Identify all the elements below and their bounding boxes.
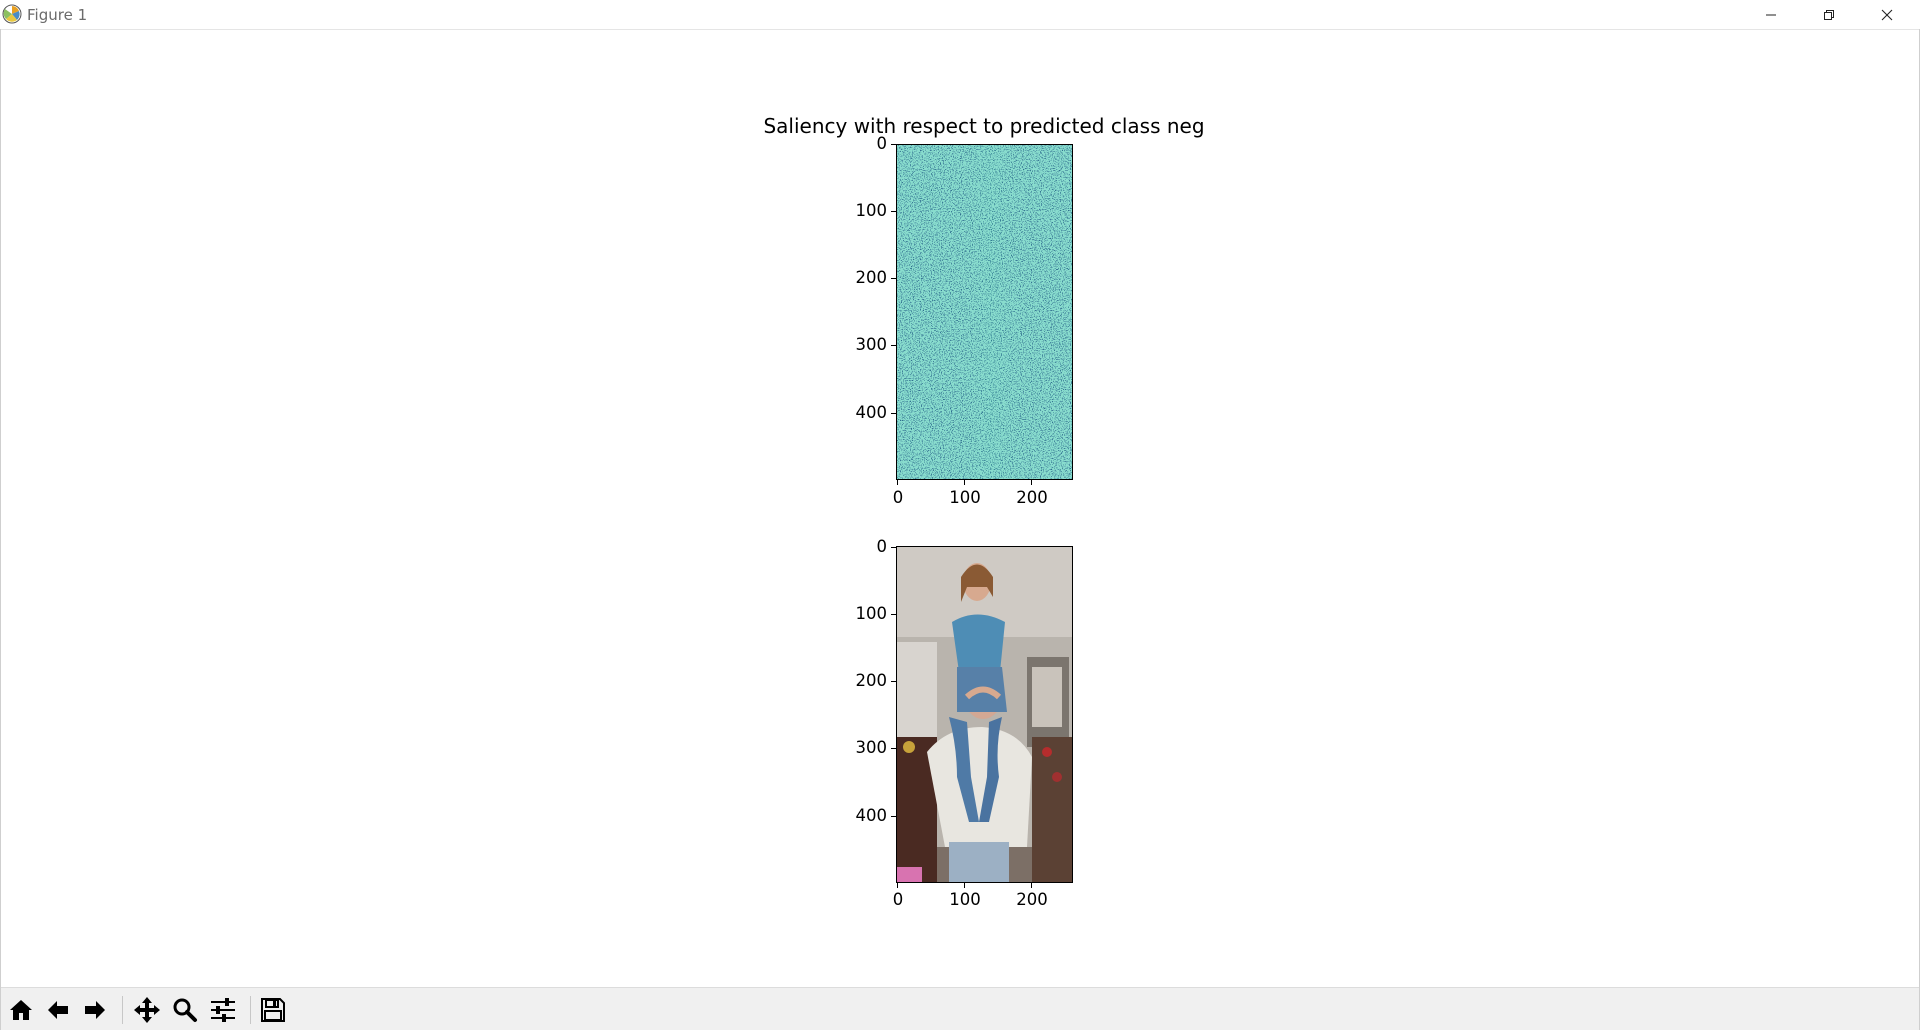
saliency-speckle	[897, 145, 1072, 479]
x-tick	[1031, 883, 1032, 888]
close-button[interactable]	[1858, 0, 1915, 29]
restore-icon	[1823, 9, 1834, 20]
input-photo-image	[897, 547, 1072, 882]
matplotlib-app-icon	[2, 4, 22, 24]
photo-woman-hands	[964, 686, 1002, 700]
y-tick	[891, 547, 896, 548]
photo-woman-hair	[961, 564, 993, 602]
y-tick-label: 100	[855, 201, 888, 220]
toolbar-separator	[122, 996, 123, 1024]
save-icon	[261, 998, 285, 1022]
x-tick	[964, 883, 965, 888]
configure-subplots-icon	[211, 998, 235, 1022]
y-tick	[891, 413, 896, 414]
home-button[interactable]	[5, 994, 37, 1026]
figure-title: Saliency with respect to predicted class…	[763, 114, 1205, 138]
x-tick	[1031, 480, 1032, 485]
photo-woman-top	[952, 614, 1005, 672]
photo-cabinet-shelves	[1032, 667, 1062, 727]
save-button[interactable]	[257, 994, 289, 1026]
input-photo-axes[interactable]	[896, 546, 1073, 883]
x-tick	[897, 480, 898, 485]
y-tick	[891, 816, 896, 817]
window-titlebar: Figure 1	[0, 0, 1920, 30]
y-tick-label: 300	[855, 738, 888, 757]
y-tick	[891, 614, 896, 615]
photo-man-jeans	[949, 842, 1009, 882]
y-tick	[891, 748, 896, 749]
y-tick-label: 400	[855, 806, 888, 825]
photo-woman-leg-left	[949, 717, 979, 822]
x-tick	[897, 883, 898, 888]
zoom-button[interactable]	[169, 994, 201, 1026]
pan-button[interactable]	[131, 994, 163, 1026]
x-tick-label: 0	[892, 488, 904, 507]
zoom-icon	[173, 998, 197, 1022]
toolbar-separator	[250, 996, 251, 1024]
pan-icon	[134, 997, 160, 1023]
home-icon	[10, 1000, 32, 1020]
window-border-left	[0, 29, 1, 1030]
photo-toy-4	[897, 867, 922, 882]
x-tick-label: 0	[892, 890, 904, 909]
y-tick	[891, 681, 896, 682]
x-tick-label: 200	[1016, 488, 1048, 507]
close-icon	[1881, 9, 1892, 20]
y-tick-label: 200	[855, 268, 888, 287]
y-tick-label: 200	[855, 671, 888, 690]
navigation-toolbar	[1, 987, 1919, 1030]
x-tick-label: 100	[949, 488, 981, 507]
restore-button[interactable]	[1800, 0, 1857, 29]
photo-man-shirt	[927, 727, 1032, 847]
minimize-icon	[1765, 14, 1776, 15]
photo-right-furniture	[1032, 737, 1072, 882]
y-tick	[891, 278, 896, 279]
photo-toy-3	[1052, 772, 1062, 782]
y-tick-label: 0	[876, 134, 888, 153]
forward-button[interactable]	[79, 994, 111, 1026]
x-tick-label: 100	[949, 890, 981, 909]
y-tick	[891, 144, 896, 145]
window-title: Figure 1	[27, 6, 88, 24]
y-tick	[891, 345, 896, 346]
configure-subplots-button[interactable]	[207, 994, 239, 1026]
back-button[interactable]	[42, 994, 74, 1026]
photo-toy-2	[1042, 747, 1052, 757]
y-tick-label: 0	[876, 537, 888, 556]
forward-icon	[85, 1001, 105, 1019]
minimize-button[interactable]	[1742, 0, 1799, 29]
saliency-map-axes[interactable]	[896, 144, 1073, 480]
y-tick-label: 400	[855, 403, 888, 422]
x-tick	[964, 480, 965, 485]
x-tick-label: 200	[1016, 890, 1048, 909]
y-tick	[891, 211, 896, 212]
back-icon	[48, 1001, 68, 1019]
photo-toy-1	[903, 741, 915, 753]
y-tick-label: 300	[855, 335, 888, 354]
photo-woman-leg-right	[979, 717, 1002, 822]
y-tick-label: 100	[855, 604, 888, 623]
saliency-map-image	[897, 145, 1072, 479]
